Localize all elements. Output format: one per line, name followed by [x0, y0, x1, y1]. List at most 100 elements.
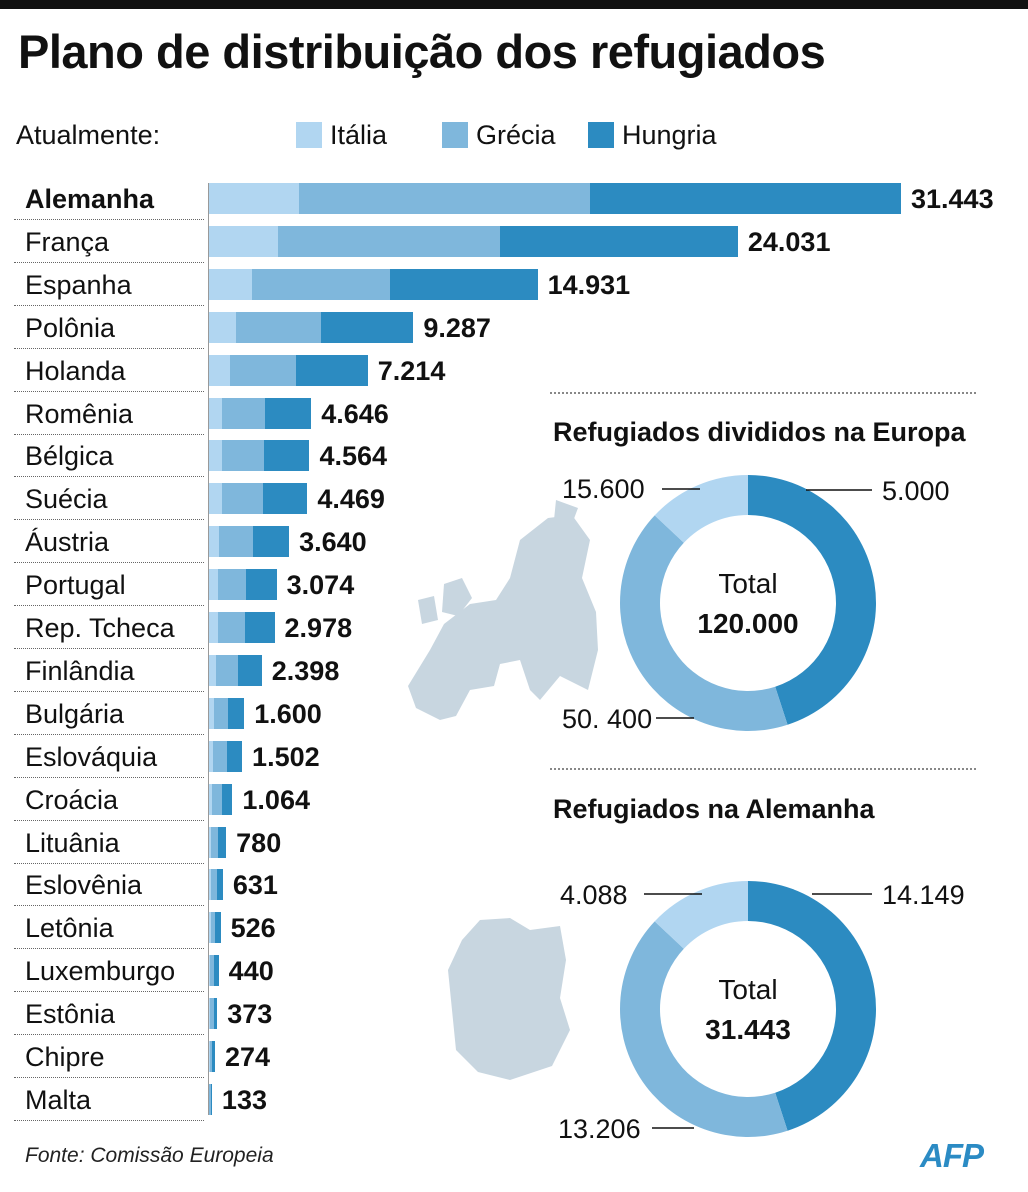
- bar-eslovaquia-hungria: [227, 740, 243, 772]
- bar-letonia-italia: [209, 912, 211, 944]
- bar-holanda-grecia: [229, 354, 297, 386]
- bar-rep-tcheca-italia: [209, 612, 218, 643]
- top-rule: [0, 0, 1028, 9]
- country-label-chipre: Chipre: [25, 1042, 105, 1072]
- bar-value-belgica: 4.564: [319, 441, 388, 472]
- bar-holanda-italia: [209, 354, 230, 386]
- bar-chipre-italia: [209, 1041, 210, 1072]
- europe-map-icon: [408, 500, 598, 720]
- bar-belgica-hungria: [264, 440, 310, 472]
- afp-logo: AFP: [920, 1137, 984, 1174]
- bar-bulgaria-grecia: [213, 697, 229, 729]
- row-separator: [14, 605, 204, 607]
- row-separator: [14, 648, 204, 649]
- row-separator: [14, 1077, 204, 1078]
- bar-espanha-grecia: [251, 268, 390, 300]
- bar-eslovenia-italia: [209, 869, 211, 901]
- bar-suecia-grecia: [221, 483, 264, 515]
- bar-value-rep-tcheca: 2.978: [284, 613, 353, 643]
- section-divider: [550, 768, 976, 770]
- legend-item-italia: Itália: [296, 120, 387, 151]
- bar-finlandia-italia: [209, 654, 216, 686]
- bar-lituania-grecia: [211, 826, 219, 858]
- bar-estonia-italia: [209, 998, 211, 1030]
- bar-polonia-italia: [209, 311, 236, 343]
- legend-item-grecia: Grécia: [442, 120, 556, 151]
- bar-value-franca: 24.031: [747, 226, 831, 257]
- donut-slice-label: 4.088: [560, 880, 628, 910]
- bar-romenia-italia: [209, 397, 223, 429]
- donut-center-label: Total: [718, 974, 777, 1005]
- bar-bulgaria-hungria: [228, 697, 245, 729]
- bar-austria-italia: [209, 526, 220, 558]
- bar-value-malta: 133: [221, 1084, 267, 1115]
- bar-holanda-hungria: [296, 354, 368, 386]
- germany-map-icon: [448, 918, 570, 1080]
- row-separator: [14, 562, 204, 564]
- row-separator: [14, 776, 204, 778]
- legend-lead: Atualmente:: [16, 120, 161, 150]
- country-label-belgica: Bélgica: [25, 441, 114, 472]
- bar-value-holanda: 7.214: [377, 355, 446, 386]
- bar-espanha-hungria: [389, 268, 538, 300]
- country-label-eslovaquia: Eslováquia: [25, 741, 158, 772]
- country-label-franca: França: [25, 226, 110, 257]
- row-separator: [14, 862, 204, 864]
- bar-value-chipre: 274: [225, 1042, 271, 1072]
- donut-slice-label: 5.000: [882, 476, 950, 506]
- donut-slice-1-grecia: [620, 515, 788, 731]
- bar-franca-hungria: [499, 225, 738, 257]
- bar-luxemburgo-italia: [209, 955, 211, 987]
- bar-portugal-italia: [209, 569, 218, 601]
- bar-value-letonia: 526: [230, 913, 276, 944]
- country-label-polonia: Polônia: [25, 312, 116, 343]
- bar-franca-grecia: [277, 225, 500, 257]
- bar-rep-tcheca-grecia: [217, 612, 246, 643]
- row-separator: [14, 905, 204, 907]
- bar-value-alemanha: 31.443: [911, 184, 994, 214]
- row-separator: [14, 261, 204, 263]
- bar-value-croacia: 1.064: [242, 784, 310, 815]
- bar-value-portugal: 3.074: [286, 570, 355, 601]
- bar-value-suecia: 4.469: [317, 484, 385, 515]
- legend-item-hungria: Hungria: [588, 120, 717, 151]
- bar-suecia-italia: [209, 483, 222, 515]
- bar-value-eslovenia: 631: [232, 870, 278, 901]
- bar-polonia-grecia: [235, 311, 322, 343]
- bar-romenia-hungria: [265, 397, 312, 429]
- bar-eslovenia-hungria: [216, 869, 223, 901]
- bar-lituania-italia: [209, 826, 212, 858]
- legend-swatch-hungria: [588, 122, 614, 148]
- bar-croacia-grecia: [212, 783, 222, 815]
- bar-eslovaquia-grecia: [213, 740, 228, 772]
- bar-value-eslovaquia: 1.502: [252, 741, 320, 772]
- country-label-finlandia: Finlândia: [25, 655, 135, 686]
- bar-eslovaquia-italia: [209, 740, 214, 772]
- bar-value-lituania: 780: [236, 827, 282, 858]
- bar-letonia-hungria: [215, 912, 221, 944]
- bar-polonia-hungria: [321, 311, 414, 343]
- country-label-holanda: Holanda: [25, 355, 126, 386]
- bar-portugal-grecia: [217, 569, 247, 601]
- bar-austria-grecia: [219, 526, 254, 558]
- country-label-eslovenia: Eslovênia: [25, 870, 143, 901]
- section-divider: [550, 392, 976, 394]
- bar-eslovenia-grecia: [210, 869, 217, 901]
- row-separator: [14, 733, 204, 735]
- bar-estonia-grecia: [210, 998, 214, 1030]
- row-separator: [14, 476, 204, 478]
- bar-espanha-italia: [209, 268, 252, 300]
- donut-slice-2-hungria: [748, 881, 876, 1131]
- legend-swatch-grecia: [442, 122, 468, 148]
- bar-alemanha-hungria: [589, 183, 901, 214]
- bar-luxemburgo-grecia: [210, 955, 215, 987]
- country-label-rep-tcheca: Rep. Tcheca: [25, 613, 175, 643]
- donut-europe: 5.000 50. 400 15.600 Total 120.000: [562, 474, 950, 734]
- bar-value-romenia: 4.646: [321, 398, 389, 429]
- bar-franca-italia: [209, 225, 278, 257]
- bar-croacia-hungria: [221, 783, 233, 815]
- legend-label-italia: Itália: [330, 120, 388, 150]
- country-label-luxemburgo: Luxemburgo: [25, 956, 176, 987]
- bar-suecia-hungria: [263, 483, 308, 515]
- bar-estonia-hungria: [213, 998, 218, 1030]
